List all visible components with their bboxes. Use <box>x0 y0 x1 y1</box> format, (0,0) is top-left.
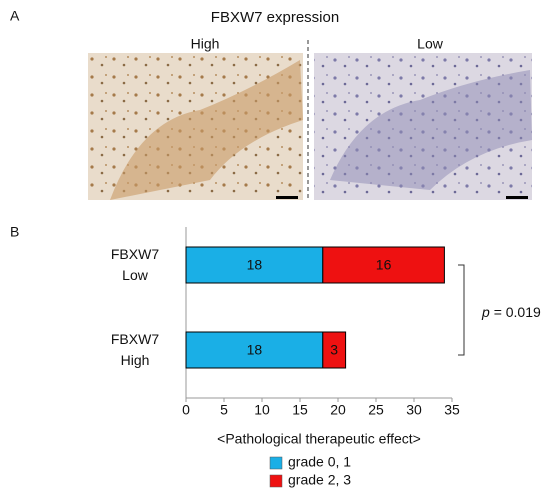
y-tick-label: FBXW7 Low <box>110 246 160 283</box>
bar-segment <box>322 246 445 284</box>
bar-segment <box>185 246 324 284</box>
x-tick-label: 10 <box>254 402 270 418</box>
p-value: p = 0.019 <box>481 304 541 320</box>
scale-bar <box>276 196 298 199</box>
scale-bar <box>506 196 528 199</box>
x-tick-label: 5 <box>220 402 228 418</box>
value-label: 18 <box>247 342 263 358</box>
p-text: = 0.019 <box>494 304 541 320</box>
image-label: High <box>191 36 220 52</box>
x-tick-label: 0 <box>182 402 190 418</box>
tissue <box>330 70 532 190</box>
legend-label: grade 2, 3 <box>288 472 351 488</box>
value-label: 16 <box>376 257 392 273</box>
tissue <box>110 60 303 200</box>
bracket <box>458 264 465 356</box>
x-axis-label: <Pathological therapeutic effect> <box>217 431 421 447</box>
x-tick-label: 20 <box>330 402 346 418</box>
panel-label: B <box>10 224 19 240</box>
x-tick-label: 15 <box>292 402 308 418</box>
legend-label: grade 0, 1 <box>288 454 351 470</box>
legend-swatch <box>269 456 283 470</box>
x-tick-label: 35 <box>444 402 460 418</box>
p-symbol: p <box>481 304 490 320</box>
panel-label: A <box>10 8 20 24</box>
y-tick-label: FBXW7 High <box>110 331 160 368</box>
image-label: Low <box>417 36 444 52</box>
value-label: 18 <box>247 257 263 273</box>
legend-swatch <box>269 474 283 488</box>
value-label: 3 <box>330 342 338 358</box>
x-tick-label: 30 <box>406 402 422 418</box>
bar-segment <box>185 331 324 369</box>
bar-segment <box>322 331 347 369</box>
panel-title: FBXW7 expression <box>211 9 339 26</box>
x-tick-label: 25 <box>368 402 384 418</box>
